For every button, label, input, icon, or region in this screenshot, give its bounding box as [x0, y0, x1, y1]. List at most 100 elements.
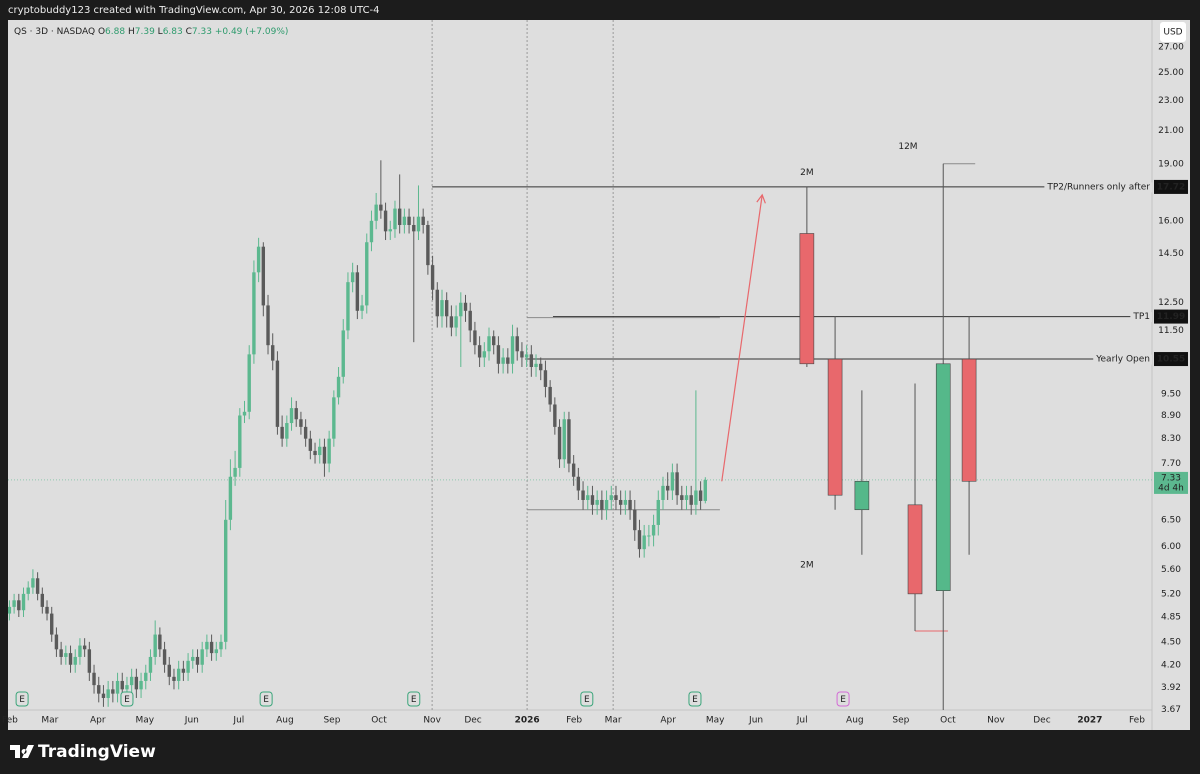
x-tick-label: Aug [846, 716, 864, 726]
candle-body [595, 499, 599, 505]
candle-body [567, 419, 571, 464]
candle-body [322, 446, 327, 464]
legend-item-value: 7.39 [135, 27, 155, 37]
candle-body [529, 354, 534, 368]
candle-body [238, 415, 242, 468]
x-tick-label: Nov [987, 716, 1005, 726]
projection-body [799, 233, 815, 365]
legend-item-label: L [158, 27, 163, 37]
candle-body [543, 370, 548, 387]
x-tick-label: Sep [892, 716, 909, 726]
candle-body [407, 216, 411, 225]
candle-body [50, 613, 54, 635]
y-tick-label: 3.92 [1161, 683, 1181, 693]
price-tag-text: 10.55 [1157, 355, 1185, 365]
candle-body [642, 535, 646, 550]
candle-body [78, 645, 82, 657]
candle-body [656, 499, 660, 525]
projection-body [935, 363, 951, 591]
currency-box [1160, 22, 1186, 42]
candle-body [303, 426, 308, 439]
legend: QS · 3D · NASDAQ O6.88 H7.39 L6.83 C7.33… [14, 27, 288, 37]
candle-body [285, 423, 289, 439]
candle-body [600, 499, 604, 510]
candle-body [614, 495, 618, 500]
candle-body [468, 310, 472, 331]
candle-body [524, 354, 529, 358]
y-tick-label: 19.00 [1158, 159, 1184, 169]
event-label: E [584, 695, 590, 705]
candle-body [115, 680, 120, 694]
candle-body [689, 495, 693, 505]
candle-body [581, 490, 585, 500]
candle-body [492, 336, 496, 346]
annotation: 2M [800, 561, 814, 571]
legend-symbol: QS · 3D · NASDAQ [14, 27, 95, 37]
candle-body [633, 509, 637, 531]
y-tick-label: 12.50 [1158, 298, 1184, 308]
x-tick-label: Feb [2, 716, 18, 726]
price-line-label-bg [1044, 182, 1153, 193]
candle-body [200, 649, 204, 665]
candle-body [350, 272, 355, 283]
candle-body [477, 345, 482, 358]
candle-body [383, 210, 388, 232]
candle-body [670, 472, 675, 491]
y-tick-label: 4.20 [1161, 660, 1181, 670]
candle-body [172, 676, 176, 681]
x-tick-label: Jun [748, 716, 763, 726]
candle-body [40, 593, 45, 607]
event-badge [836, 691, 850, 707]
price-tag [1154, 352, 1188, 367]
price-line-label: TP1 [1132, 312, 1150, 322]
y-tick-label: 8.30 [1161, 434, 1181, 444]
candle-body [97, 685, 101, 694]
price-tag-text: 17.72 [1157, 182, 1185, 192]
event-label: E [19, 695, 25, 705]
candle-body [271, 345, 275, 361]
event-badge [120, 691, 134, 707]
candle-body [106, 689, 110, 698]
candle-body [548, 386, 552, 405]
event-badge [259, 691, 273, 707]
candle-body [8, 606, 12, 614]
brand-logo [10, 745, 34, 758]
price-tag [1154, 309, 1188, 324]
candle-body [440, 300, 444, 317]
x-tick-label: Nov [423, 716, 441, 726]
candle-body [421, 216, 425, 225]
x-tick-label: Oct [371, 716, 387, 726]
legend-item-label: C [186, 27, 192, 37]
candle-body [35, 578, 40, 594]
x-tick-label: May [136, 716, 155, 726]
candle-body [680, 495, 684, 500]
plot [8, 20, 1152, 710]
candle-body [459, 302, 463, 317]
x-tick-label: May [706, 716, 725, 726]
candle-body [661, 485, 665, 500]
candle-body [703, 479, 708, 501]
candle-body [694, 490, 698, 505]
event-label: E [263, 695, 269, 705]
candle-body [393, 208, 397, 230]
candle-body [675, 472, 679, 496]
projection-body [854, 480, 870, 511]
candle-body [195, 656, 200, 665]
candle-body [586, 495, 590, 500]
x-tick-label: Apr [90, 716, 106, 726]
candle-body [637, 530, 642, 550]
candle-body [45, 606, 49, 614]
candle-body [576, 476, 581, 491]
legend-change: +0.49 (+7.09%) [215, 27, 289, 37]
x-tick-label: Dec [464, 716, 481, 726]
candle-body [219, 641, 223, 650]
candle-body [332, 397, 336, 439]
candle-body [233, 467, 237, 477]
candle-body [449, 316, 454, 328]
candle-body [379, 204, 383, 211]
candle-body [12, 600, 16, 607]
candle-body [214, 649, 218, 654]
candle-body [68, 653, 73, 665]
